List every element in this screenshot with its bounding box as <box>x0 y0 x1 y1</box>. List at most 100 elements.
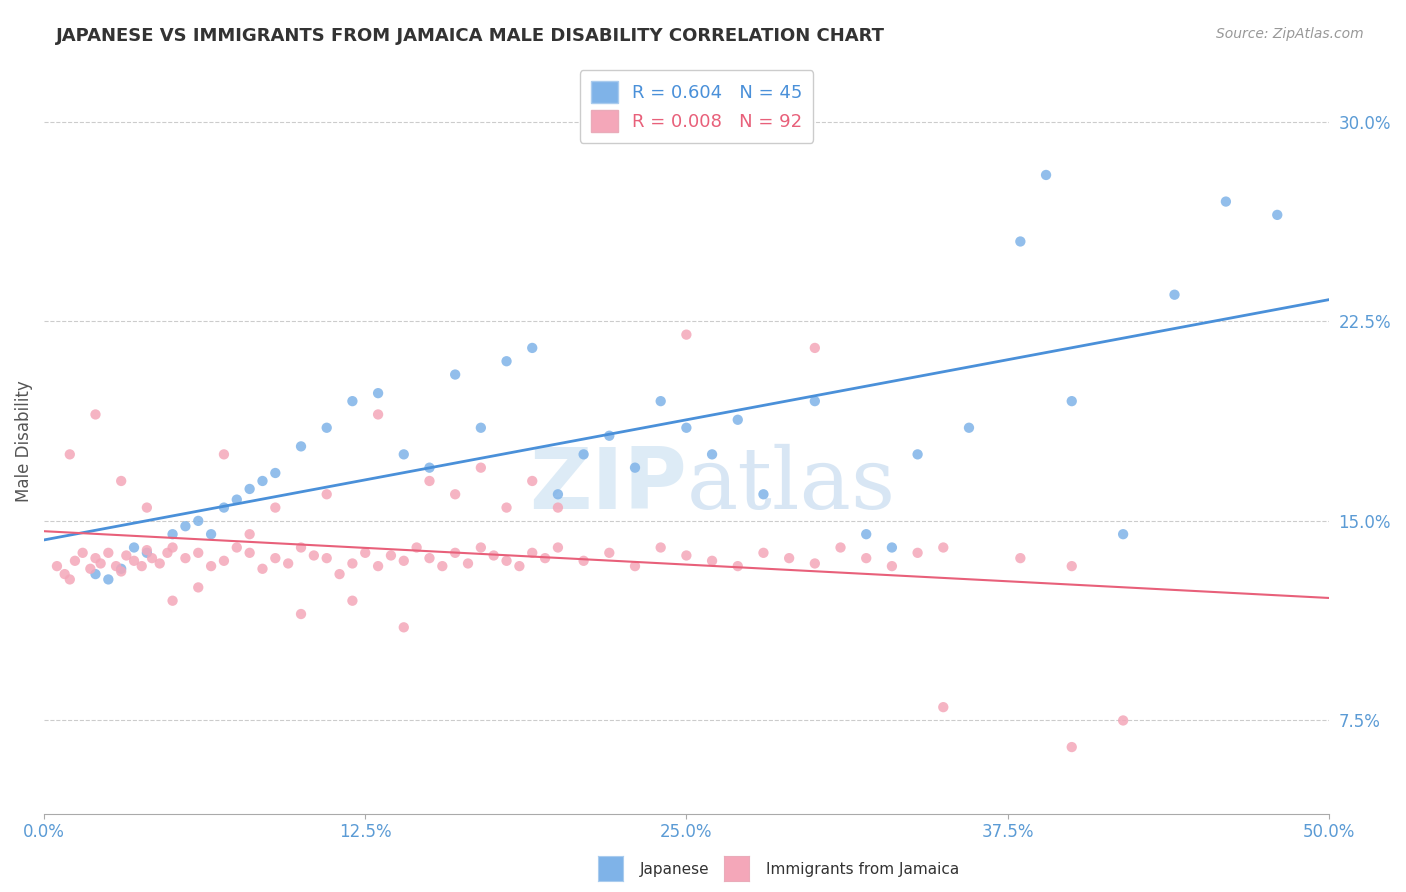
Point <box>162 593 184 607</box>
Point <box>200 527 222 541</box>
Point <box>598 546 620 560</box>
Point <box>727 559 749 574</box>
Point <box>239 546 262 560</box>
Point <box>122 541 145 555</box>
Point <box>432 559 454 574</box>
Point <box>907 447 929 461</box>
Point <box>752 546 775 560</box>
Point <box>830 541 852 555</box>
Point <box>392 554 415 568</box>
Point <box>444 487 467 501</box>
Point <box>380 549 402 563</box>
Point <box>131 559 153 574</box>
Point <box>162 527 184 541</box>
Legend: R = 0.604   N = 45, R = 0.008   N = 92: R = 0.604 N = 45, R = 0.008 N = 92 <box>579 70 813 143</box>
Point <box>1112 527 1135 541</box>
Point <box>778 551 800 566</box>
Point <box>495 500 517 515</box>
Point <box>252 562 274 576</box>
Point <box>264 466 287 480</box>
Point <box>315 551 337 566</box>
Point <box>115 549 138 563</box>
Point <box>932 700 955 714</box>
Point <box>342 593 364 607</box>
Point <box>804 557 827 571</box>
Point <box>650 541 672 555</box>
Point <box>1010 551 1032 566</box>
Point <box>522 341 544 355</box>
Point <box>302 549 325 563</box>
Point <box>1163 287 1185 301</box>
Point <box>1060 740 1083 755</box>
Point <box>804 394 827 409</box>
Point <box>495 354 517 368</box>
Point <box>135 546 157 560</box>
Point <box>727 413 749 427</box>
Point <box>290 607 312 621</box>
Point <box>534 551 557 566</box>
Point <box>212 447 235 461</box>
Point <box>105 559 128 574</box>
Point <box>135 500 157 515</box>
Text: Immigrants from Jamaica: Immigrants from Jamaica <box>766 863 959 877</box>
Point <box>187 546 209 560</box>
Point <box>162 541 184 555</box>
Point <box>522 546 544 560</box>
Point <box>470 421 492 435</box>
Point <box>239 527 262 541</box>
Point <box>1035 168 1057 182</box>
Point <box>212 554 235 568</box>
Point <box>418 551 440 566</box>
Point <box>522 474 544 488</box>
Point <box>149 557 172 571</box>
Point <box>212 500 235 515</box>
Point <box>700 554 723 568</box>
Y-axis label: Male Disability: Male Disability <box>15 380 32 502</box>
Point <box>675 327 697 342</box>
Point <box>84 408 107 422</box>
Point <box>907 546 929 560</box>
Point <box>122 554 145 568</box>
Point <box>457 557 479 571</box>
Point <box>470 460 492 475</box>
Point <box>187 514 209 528</box>
Point <box>700 447 723 461</box>
Point <box>1060 559 1083 574</box>
Point <box>572 554 595 568</box>
Point <box>1215 194 1237 209</box>
Point <box>97 573 120 587</box>
Point <box>880 559 903 574</box>
Point <box>752 487 775 501</box>
Point <box>880 541 903 555</box>
Point <box>1060 394 1083 409</box>
Point <box>624 559 647 574</box>
Point <box>141 551 163 566</box>
Text: JAPANESE VS IMMIGRANTS FROM JAMAICA MALE DISABILITY CORRELATION CHART: JAPANESE VS IMMIGRANTS FROM JAMAICA MALE… <box>56 27 886 45</box>
Point <box>59 573 82 587</box>
Point <box>855 527 877 541</box>
Point <box>598 428 620 442</box>
Point <box>855 551 877 566</box>
Point <box>418 474 440 488</box>
Point <box>957 421 980 435</box>
Point <box>804 341 827 355</box>
Text: Japanese: Japanese <box>640 863 710 877</box>
Point <box>156 546 179 560</box>
Point <box>315 421 337 435</box>
Point <box>239 482 262 496</box>
Point <box>392 620 415 634</box>
Point <box>1395 714 1406 728</box>
Point <box>277 557 299 571</box>
Point <box>1265 208 1288 222</box>
Point <box>290 439 312 453</box>
Point <box>367 559 389 574</box>
Point <box>547 541 569 555</box>
Point <box>547 487 569 501</box>
Point <box>63 554 86 568</box>
Point <box>547 500 569 515</box>
Point <box>200 559 222 574</box>
Point <box>354 546 377 560</box>
Point <box>187 581 209 595</box>
Point <box>1010 235 1032 249</box>
Point <box>572 447 595 461</box>
